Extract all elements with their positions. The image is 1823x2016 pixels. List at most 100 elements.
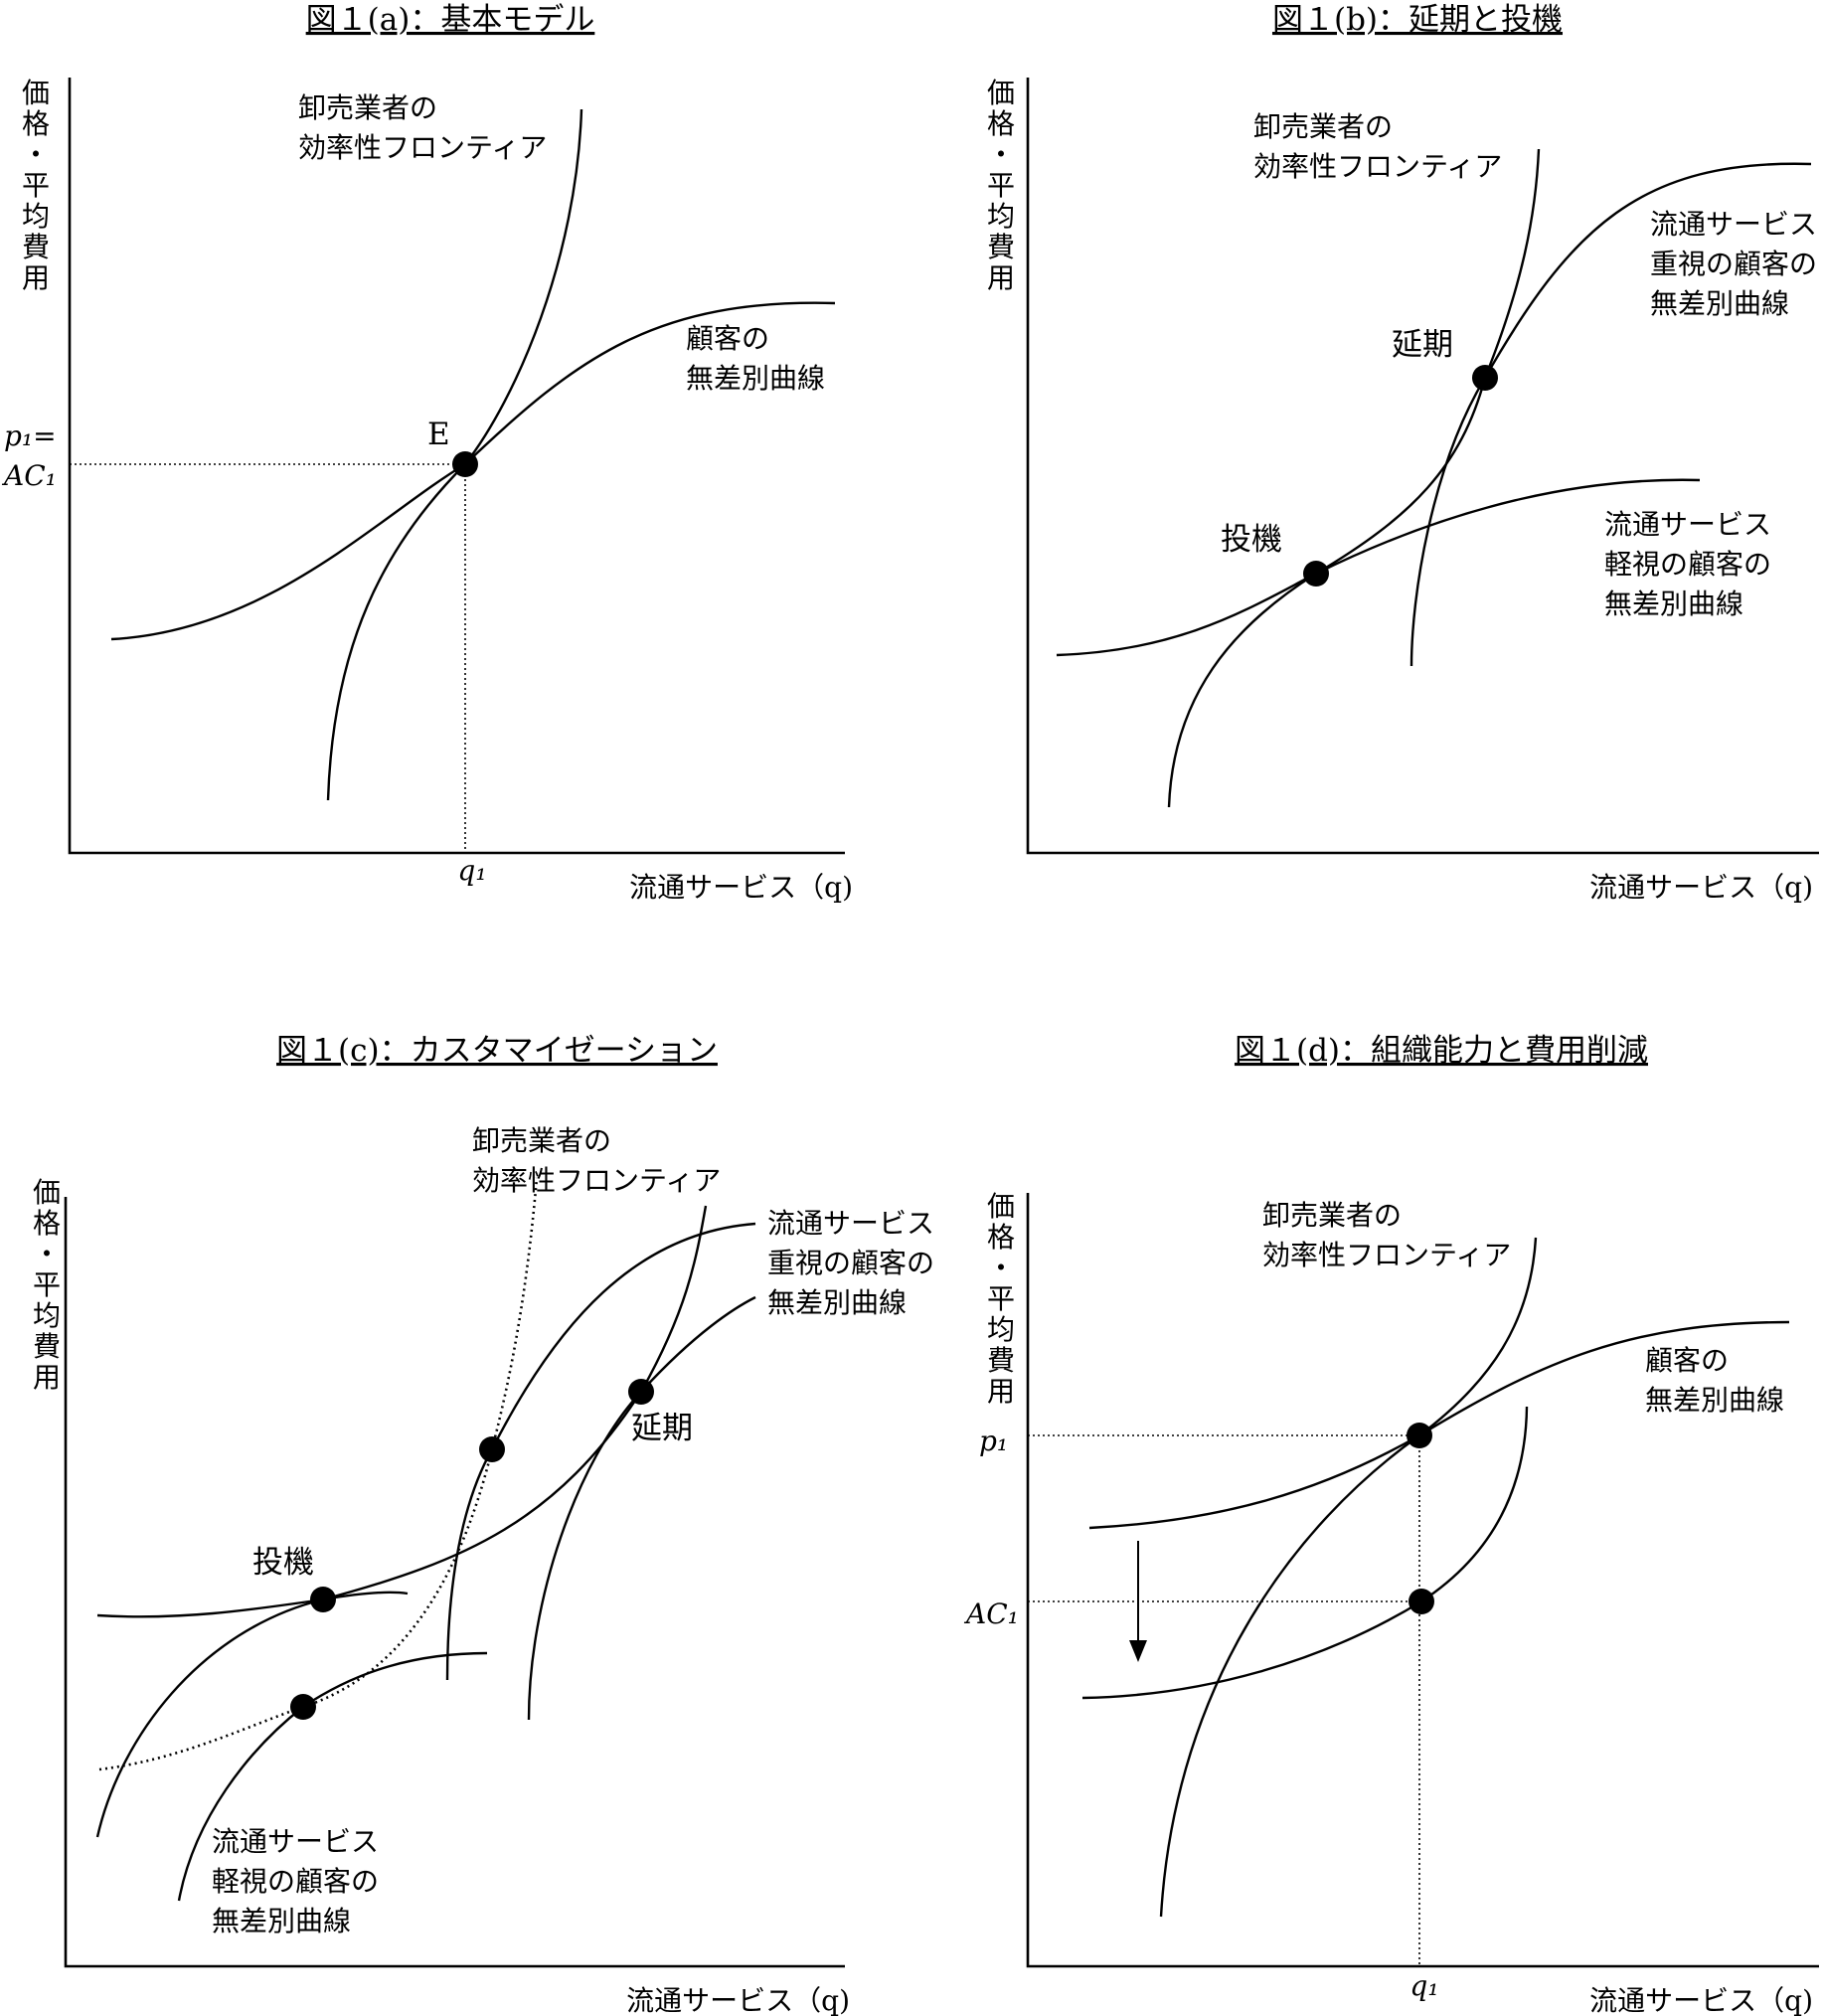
svg-text:平: 平 [987, 169, 1015, 202]
panel-d-frontier-label-1: 卸売業者の [1262, 1199, 1402, 1232]
svg-text:用: 用 [33, 1361, 61, 1394]
svg-text:価: 価 [987, 1190, 1015, 1223]
panel-b-y-axis-label: 価 格 ・ 平 均 費 用 [987, 77, 1015, 294]
panel-d-shift-arrow-head [1129, 1640, 1147, 1662]
svg-text:・: ・ [22, 138, 50, 171]
panel-c-indiff-low-label-1: 流通サービス [212, 1825, 379, 1858]
panel-c-postponement-point [628, 1379, 654, 1405]
panel-a-indiff-label-1: 顧客の [686, 322, 769, 355]
panel-b-indiff-low-label-1: 流通サービス [1604, 508, 1771, 541]
svg-text:費: 費 [22, 231, 50, 263]
svg-text:価: 価 [22, 77, 50, 109]
panel-d-y-axis-label: 価 格 ・ 平 均 費 用 [987, 1190, 1015, 1408]
panel-b-postponement-point [1472, 365, 1498, 391]
panel-b-axes [1026, 78, 1819, 855]
panel-d: 図１(d)：組織能力と費用削減 価 格 ・ 平 均 費 用 流通サービス（q) … [963, 1033, 1819, 2016]
panel-a-q1-label: q₁ [457, 854, 486, 887]
panel-b-indiff-high-label-1: 流通サービス [1650, 208, 1817, 241]
panel-a-x-axis-label: 流通サービス（q) [629, 871, 853, 904]
svg-text:費: 費 [987, 1344, 1015, 1377]
panel-a-point-e [452, 451, 478, 477]
panel-c-x-axis-label: 流通サービス（q) [626, 1984, 850, 2016]
svg-text:格: 格 [22, 107, 50, 140]
panel-a-frontier-label-2: 効率性フロンティア [298, 131, 547, 164]
panel-d-guide-lines [1028, 1434, 1421, 1966]
svg-text:均: 均 [987, 200, 1015, 233]
svg-text:均: 均 [987, 1313, 1015, 1346]
panel-a-frontier-label-1: 卸売業者の [298, 91, 437, 124]
panel-c-speculation-point [310, 1587, 336, 1612]
panel-a-guide-lines [70, 463, 466, 853]
panel-d-axes [1026, 1193, 1819, 1968]
panel-b-indifference-low [1056, 478, 1701, 657]
panel-d-q1-label: q₁ [1409, 1969, 1438, 2002]
svg-text:費: 費 [33, 1330, 61, 1363]
panel-d-ac1-label: AC₁ [963, 1597, 1019, 1630]
panel-c-frontier-dotted [98, 1177, 539, 1771]
svg-text:費: 費 [987, 231, 1015, 263]
svg-text:・: ・ [33, 1238, 61, 1270]
panel-c-indifference-low-upper [96, 1591, 409, 1618]
panel-c-indifference-high-upper [445, 1222, 756, 1681]
panel-c-frontier-solid [95, 1205, 708, 1838]
panel-d-cost-point [1409, 1589, 1434, 1614]
panel-b-x-axis-label: 流通サービス（q) [1589, 871, 1813, 904]
panel-b-frontier-curve [1167, 148, 1541, 808]
svg-text:平: 平 [987, 1282, 1015, 1315]
panel-a-indiff-label-2: 無差別曲線 [686, 362, 825, 395]
panel-d-indiff-label-2: 無差別曲線 [1645, 1384, 1784, 1417]
panel-d-price-point [1407, 1423, 1432, 1448]
svg-text:・: ・ [987, 1252, 1015, 1284]
panel-c-indifference-low-lower [177, 1651, 488, 1902]
panel-b-speculation-label: 投機 [1221, 522, 1282, 558]
panel-c-speculation-label: 投機 [252, 1545, 314, 1581]
panel-c-indifference-high-lower [527, 1295, 756, 1721]
panel-b-speculation-point [1303, 561, 1329, 587]
panel-d-x-axis-label: 流通サービス（q) [1589, 1984, 1813, 2016]
panel-c-indiff-low-label-3: 無差別曲線 [212, 1905, 351, 1937]
panel-b: 図１(b)：延期と投機 価 格 ・ 平 均 費 用 流通サービス（q) 延期 投… [987, 2, 1819, 904]
panel-d-p1-label: p₁ [979, 1425, 1008, 1457]
panel-b-frontier-label-1: 卸売業者の [1253, 110, 1393, 143]
svg-text:用: 用 [987, 261, 1015, 294]
panel-a-y-axis-label: 価 格 ・ 平 均 費 用 [22, 77, 50, 294]
panel-a-point-e-label: E [427, 417, 450, 452]
panel-b-indiff-high-label-3: 無差別曲線 [1650, 287, 1789, 320]
panel-c: 図１(c)：カスタマイゼーション 価 格 ・ 平 均 費 用 流通サービス（q)… [33, 1033, 934, 2016]
panel-c-frontier-label-2: 効率性フロンティア [472, 1164, 721, 1197]
panel-a-p1-label: p₁= [4, 420, 57, 452]
panel-b-indiff-low-label-3: 無差別曲線 [1604, 588, 1743, 620]
panel-a-title: 図１(a)：基本モデル [306, 2, 595, 38]
panel-c-customization-point [479, 1436, 505, 1462]
panel-a-ac1-label: AC₁ [1, 459, 57, 492]
panel-d-frontier-curve [1159, 1237, 1538, 1918]
panel-c-y-axis-label: 価 格 ・ 平 均 費 用 [33, 1176, 61, 1394]
panel-b-indiff-high-label-2: 重視の顧客の [1650, 248, 1817, 280]
svg-text:用: 用 [22, 261, 50, 294]
panel-c-postponement-label: 延期 [631, 1411, 693, 1446]
panel-c-axes [64, 1197, 845, 1968]
panel-b-postponement-label: 延期 [1392, 327, 1453, 363]
svg-text:・: ・ [987, 138, 1015, 171]
panel-b-indiff-low-label-2: 軽視の顧客の [1604, 548, 1771, 581]
panel-c-frontier-label-1: 卸売業者の [472, 1124, 611, 1157]
panel-b-indifference-high [1409, 162, 1812, 667]
svg-text:格: 格 [33, 1207, 61, 1240]
panel-a-frontier-curve [326, 108, 583, 801]
svg-text:用: 用 [987, 1375, 1015, 1408]
svg-text:均: 均 [22, 200, 50, 233]
panel-c-indiff-high-label-3: 無差別曲線 [767, 1286, 907, 1319]
svg-text:均: 均 [33, 1299, 61, 1332]
svg-text:格: 格 [987, 1221, 1015, 1254]
panel-d-title: 図１(d)：組織能力と費用削減 [1235, 1033, 1648, 1069]
panel-a: 図１(a)：基本モデル 価 格 ・ 平 均 費 用 流通サービス（q) E p₁… [1, 2, 853, 904]
panel-b-title: 図１(b)：延期と投機 [1272, 2, 1563, 38]
panel-c-indiff-high-label-1: 流通サービス [767, 1207, 934, 1240]
panel-d-indiff-label-1: 顧客の [1645, 1344, 1729, 1377]
svg-text:平: 平 [22, 169, 50, 202]
panel-a-axes [68, 78, 845, 855]
panel-d-indifference-lower [1081, 1406, 1529, 1700]
panel-c-indiff-low-label-2: 軽視の顧客の [212, 1865, 379, 1898]
panel-c-low-point [290, 1694, 316, 1720]
